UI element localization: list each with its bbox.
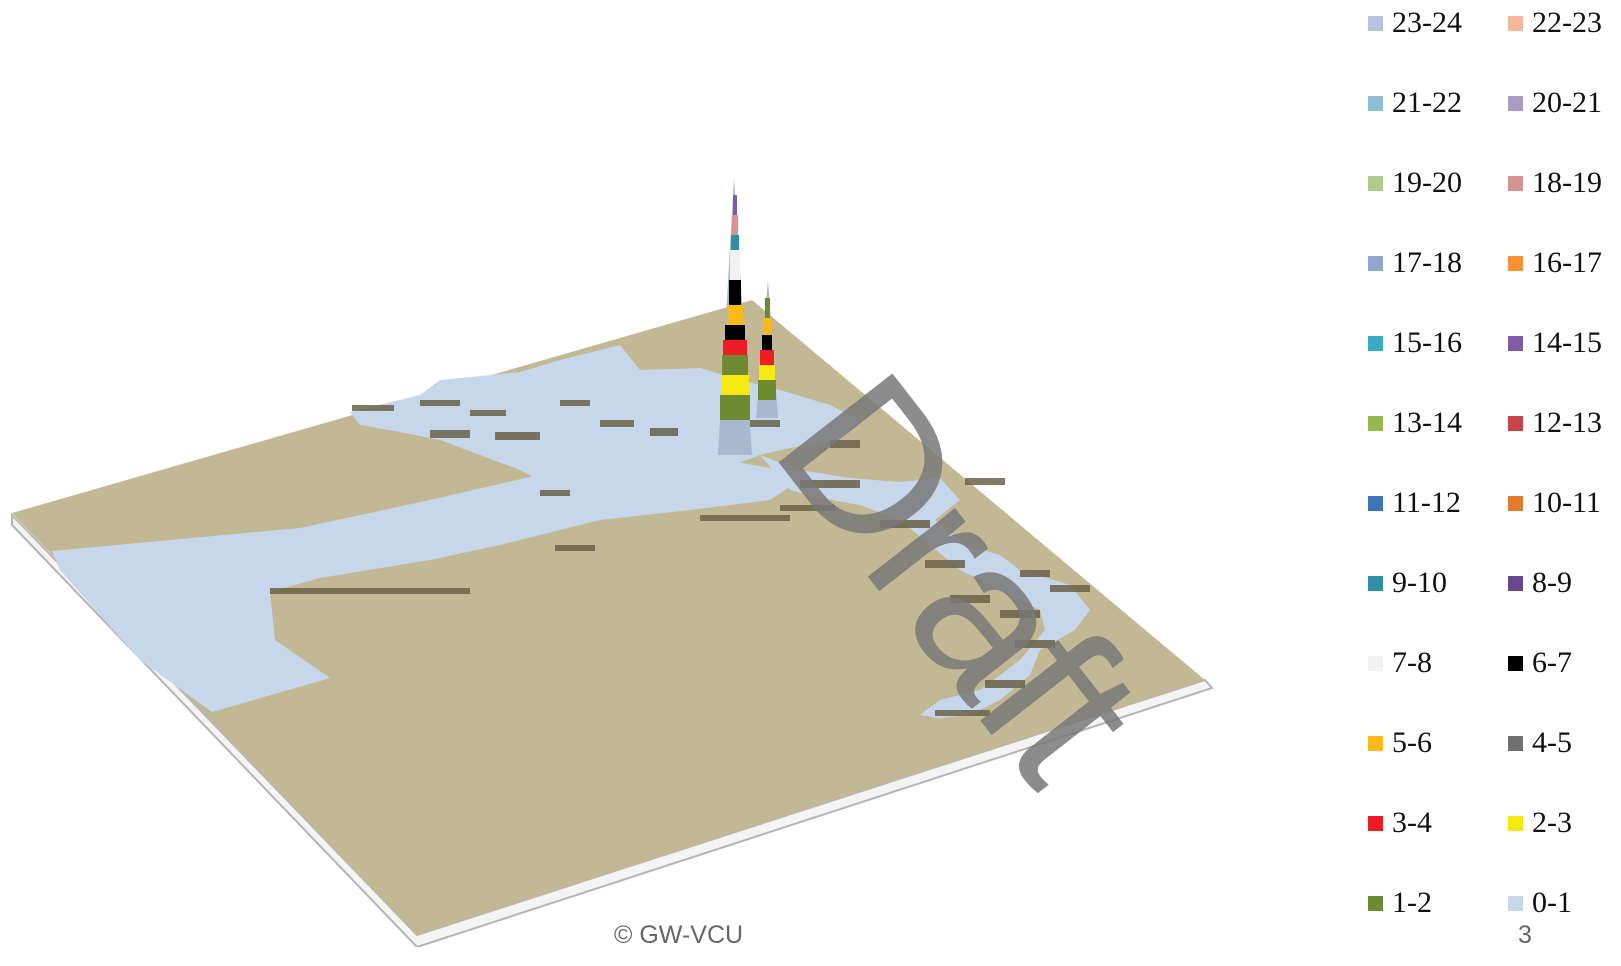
legend-label: 22-23: [1532, 6, 1602, 39]
legend-swatch: [1368, 735, 1383, 751]
legend-row: 3-4 2-3: [1368, 806, 1618, 886]
legend-label: 2-3: [1532, 806, 1572, 839]
legend: 23-24 22-23 21-22 20-21 19-20 18-19 17-18 16-17…: [1368, 6, 1618, 966]
legend-label: 14-15: [1532, 326, 1602, 359]
legend-row: 19-20 18-19: [1368, 166, 1618, 246]
legend-label: 7-8: [1392, 646, 1432, 679]
legend-swatch: [1508, 495, 1523, 511]
legend-row: 11-12 10-11: [1368, 486, 1618, 566]
legend-label: 17-18: [1392, 246, 1462, 279]
legend-row: 5-6 4-5: [1368, 726, 1618, 806]
legend-swatch: [1368, 895, 1383, 911]
legend-item: 5-6: [1368, 726, 1508, 760]
legend-swatch: [1508, 175, 1523, 191]
legend-item: 21-22: [1368, 86, 1508, 120]
legend-item: 0-1: [1508, 886, 1618, 920]
legend-item: 13-14: [1368, 406, 1508, 440]
legend-swatch: [1368, 335, 1383, 351]
legend-swatch: [1508, 895, 1523, 911]
legend-swatch: [1368, 255, 1383, 271]
legend-swatch: [1368, 575, 1383, 591]
legend-swatch: [1368, 15, 1383, 31]
peak-main: [718, 178, 752, 455]
legend-item: 6-7: [1508, 646, 1618, 680]
legend-label: 19-20: [1392, 166, 1462, 199]
legend-label: 0-1: [1532, 886, 1572, 919]
legend-item: 20-21: [1508, 86, 1618, 120]
legend-item: 14-15: [1508, 326, 1618, 360]
legend-row: 7-8 6-7: [1368, 646, 1618, 726]
legend-swatch: [1368, 815, 1383, 831]
legend-swatch: [1508, 735, 1523, 751]
legend-label: 11-12: [1392, 486, 1461, 519]
legend-label: 3-4: [1392, 806, 1432, 839]
legend-label: 21-22: [1392, 86, 1462, 119]
legend-label: 13-14: [1392, 406, 1462, 439]
legend-label: 8-9: [1532, 566, 1572, 599]
legend-row: 17-18 16-17: [1368, 246, 1618, 326]
legend-item: 17-18: [1368, 246, 1508, 280]
legend-label: 5-6: [1392, 726, 1432, 759]
legend-item: 15-16: [1368, 326, 1508, 360]
legend-swatch: [1508, 415, 1523, 431]
legend-row: 13-14 12-13: [1368, 406, 1618, 486]
water-river: [760, 455, 1090, 718]
legend-item: 7-8: [1368, 646, 1508, 680]
legend-row: 15-16 14-15: [1368, 326, 1618, 406]
legend-item: 19-20: [1368, 166, 1508, 200]
copyright-text: © GW-VCU: [614, 921, 744, 949]
legend-item: 18-19: [1508, 166, 1618, 200]
legend-label: 4-5: [1532, 726, 1572, 759]
legend-label: 12-13: [1532, 406, 1602, 439]
legend-label: 10-11: [1532, 486, 1601, 519]
legend-row: 23-24 22-23: [1368, 6, 1618, 86]
legend-swatch: [1368, 95, 1383, 111]
surface-map: [11, 178, 1214, 947]
legend-row: 21-22 20-21: [1368, 86, 1618, 166]
legend-label: 16-17: [1532, 246, 1602, 279]
legend-swatch: [1508, 335, 1523, 351]
page-number: 3: [1518, 921, 1532, 949]
legend-swatch: [1368, 655, 1383, 671]
legend-label: 23-24: [1392, 6, 1462, 39]
peak-secondary: [756, 280, 778, 418]
legend-swatch: [1508, 655, 1523, 671]
legend-swatch: [1508, 575, 1523, 591]
legend-swatch: [1508, 815, 1523, 831]
legend-item: 8-9: [1508, 566, 1618, 600]
legend-swatch: [1508, 15, 1523, 31]
legend-label: 6-7: [1532, 646, 1572, 679]
legend-item: 16-17: [1508, 246, 1618, 280]
legend-swatch: [1368, 495, 1383, 511]
legend-label: 15-16: [1392, 326, 1462, 359]
legend-item: 4-5: [1508, 726, 1618, 760]
legend-item: 22-23: [1508, 6, 1618, 40]
legend-item: 10-11: [1508, 486, 1618, 520]
legend-item: 12-13: [1508, 406, 1618, 440]
land-plane: [12, 300, 1205, 935]
legend-swatch: [1368, 415, 1383, 431]
legend-item: 11-12: [1368, 486, 1508, 520]
legend-item: 23-24: [1368, 6, 1508, 40]
legend-label: 18-19: [1532, 166, 1602, 199]
legend-item: 3-4: [1368, 806, 1508, 840]
legend-swatch: [1508, 255, 1523, 271]
water-bay: [52, 452, 800, 712]
shoreline-relief: [270, 400, 1090, 716]
legend-label: 9-10: [1392, 566, 1447, 599]
legend-row: 9-10 8-9: [1368, 566, 1618, 646]
legend-swatch: [1368, 175, 1383, 191]
legend-label: 20-21: [1532, 86, 1602, 119]
legend-swatch: [1508, 95, 1523, 111]
legend-label: 1-2: [1392, 886, 1432, 919]
legend-item: 9-10: [1368, 566, 1508, 600]
legend-item: 1-2: [1368, 886, 1508, 920]
legend-row: 1-2 0-1: [1368, 886, 1618, 966]
legend-item: 2-3: [1508, 806, 1618, 840]
